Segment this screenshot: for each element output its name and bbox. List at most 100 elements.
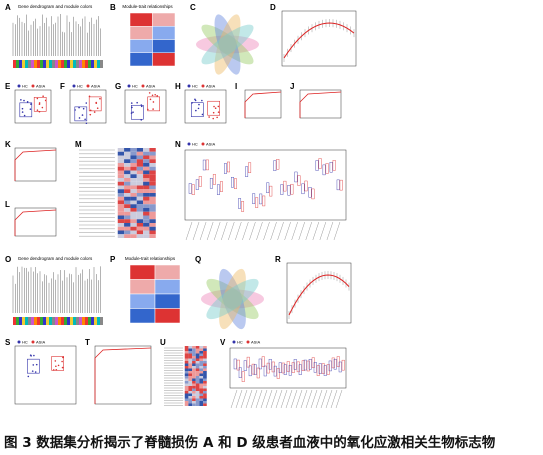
point bbox=[38, 102, 41, 104]
legend-label: HC bbox=[77, 84, 83, 89]
legend-swatch bbox=[187, 142, 191, 146]
heatmap-cell bbox=[117, 234, 125, 238]
point bbox=[154, 93, 156, 96]
module-color bbox=[40, 60, 43, 68]
heatmap-cell bbox=[130, 208, 137, 212]
heatmap-cell bbox=[195, 403, 200, 406]
box bbox=[287, 185, 291, 196]
legend-label: HC bbox=[192, 84, 198, 89]
x-label-stub bbox=[185, 221, 193, 241]
box bbox=[323, 365, 327, 376]
point bbox=[88, 95, 91, 98]
panel-title: Module-trait relationships bbox=[125, 256, 176, 261]
panel-a: A Gene dendrogram and module colors bbox=[5, 3, 103, 68]
box bbox=[191, 184, 195, 195]
box bbox=[304, 180, 308, 192]
panel-letter: S bbox=[5, 338, 11, 347]
point bbox=[26, 101, 29, 103]
heatmap-cell bbox=[124, 226, 131, 231]
point bbox=[99, 97, 101, 100]
box bbox=[147, 96, 160, 112]
heatmap-cell bbox=[199, 358, 204, 361]
roc-curve bbox=[94, 347, 152, 404]
box bbox=[322, 164, 326, 176]
heatmap-cell bbox=[130, 189, 137, 193]
axis-frame bbox=[14, 147, 57, 182]
heatmap-cell bbox=[188, 396, 193, 399]
module-color bbox=[49, 60, 52, 68]
heatmap-cell bbox=[124, 178, 131, 182]
box bbox=[238, 367, 242, 378]
heatmap-cell bbox=[184, 356, 189, 359]
legend-swatch bbox=[31, 340, 35, 344]
box bbox=[338, 361, 342, 373]
legend-swatch bbox=[141, 84, 145, 88]
panel-o: O Gene dendrogram and module colors bbox=[5, 255, 103, 325]
heatmap-cell bbox=[203, 351, 207, 354]
box bbox=[316, 365, 320, 376]
x-label-stub bbox=[220, 221, 228, 241]
heatmap-cell bbox=[192, 391, 196, 394]
heatmap-cell bbox=[192, 386, 196, 389]
heat-cell bbox=[129, 264, 156, 280]
heatmap-cell bbox=[136, 148, 144, 152]
heatmap-cell bbox=[143, 181, 150, 186]
box bbox=[243, 360, 247, 371]
heatmap-cell bbox=[130, 181, 137, 186]
heat-cell bbox=[154, 264, 181, 280]
legend-swatch bbox=[72, 84, 76, 88]
heatmap-cell bbox=[195, 351, 200, 354]
point bbox=[151, 94, 154, 97]
heatmap-cell bbox=[136, 196, 144, 201]
module-color bbox=[43, 60, 46, 68]
heatmap-cell bbox=[149, 200, 156, 205]
axis-frame bbox=[281, 10, 357, 67]
module-color bbox=[52, 60, 55, 68]
box bbox=[51, 356, 65, 371]
box bbox=[256, 367, 260, 379]
point bbox=[38, 110, 41, 113]
legend-label: ASIA bbox=[206, 84, 215, 89]
box bbox=[311, 188, 315, 200]
heatmap-cell bbox=[130, 196, 137, 201]
panel-letter: Q bbox=[195, 255, 201, 264]
x-label-stub bbox=[228, 221, 235, 241]
x-label-stub bbox=[320, 389, 328, 409]
point bbox=[41, 106, 44, 109]
heatmap-cell bbox=[136, 151, 144, 156]
box bbox=[333, 358, 337, 370]
axis-frame bbox=[299, 89, 342, 119]
heatmap-cell bbox=[124, 189, 131, 193]
heatmap-cell bbox=[199, 356, 204, 359]
venn-set bbox=[206, 278, 259, 320]
heatmap-cell bbox=[143, 196, 150, 201]
box bbox=[341, 359, 345, 371]
heatmap-cell bbox=[184, 391, 189, 394]
module-color bbox=[55, 60, 58, 68]
point bbox=[62, 356, 64, 359]
heatmap-cell bbox=[130, 185, 137, 190]
x-label-stub bbox=[260, 389, 268, 409]
heatmap-cell bbox=[124, 174, 131, 178]
box bbox=[294, 171, 298, 183]
point bbox=[57, 364, 60, 367]
box bbox=[318, 363, 322, 374]
heatmap-cell bbox=[199, 381, 204, 384]
box bbox=[212, 174, 216, 185]
heatmap-cell bbox=[184, 361, 189, 364]
box bbox=[227, 161, 230, 173]
heatmap-cell bbox=[136, 189, 144, 193]
heatmap-cell bbox=[203, 353, 207, 356]
heatmap-cell bbox=[203, 358, 207, 361]
heatmap-cell bbox=[117, 185, 125, 190]
heatmap-cell bbox=[149, 234, 156, 238]
heatmap-cell bbox=[184, 381, 189, 384]
heatmap-cell bbox=[124, 234, 131, 238]
axis-frame bbox=[94, 345, 152, 405]
heatmap-cell bbox=[143, 170, 150, 175]
heatmap-cell bbox=[184, 393, 189, 396]
x-label-stub bbox=[291, 221, 298, 241]
heat-cell bbox=[152, 39, 176, 53]
heatmap-cell bbox=[199, 353, 204, 356]
heatmap-cell bbox=[203, 356, 207, 359]
